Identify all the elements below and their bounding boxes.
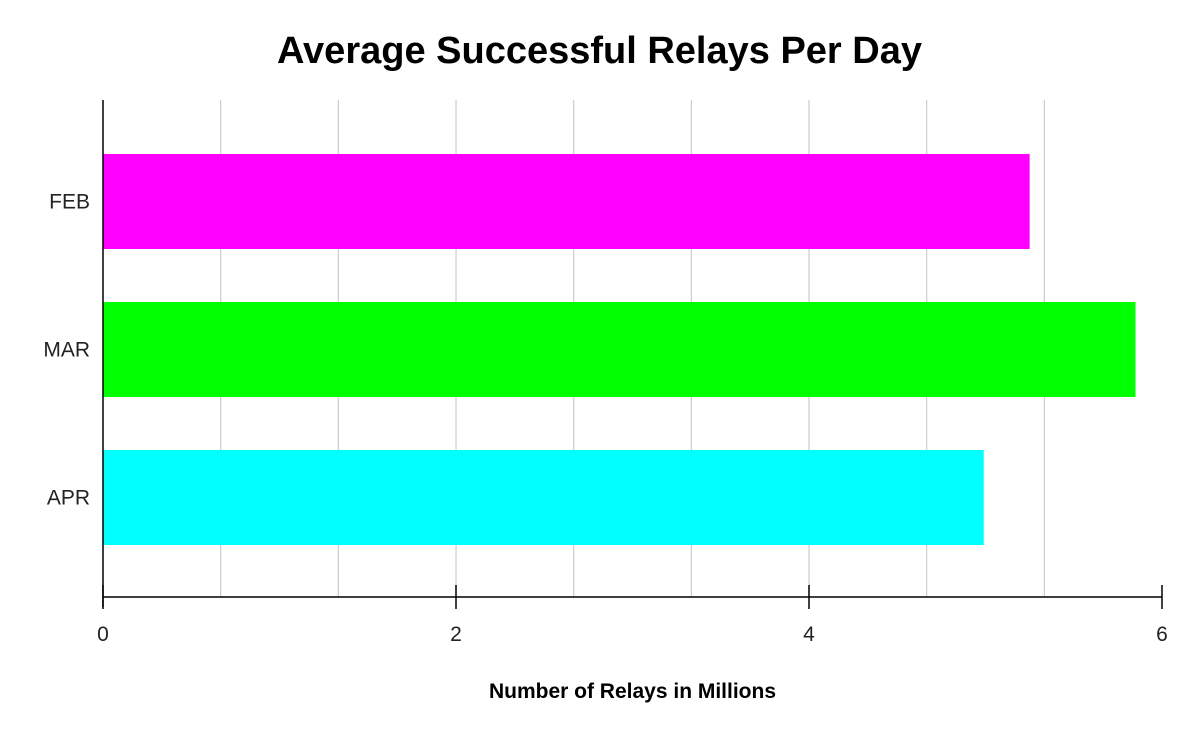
tick-labels: FEB MAR APR 0 2 4 6 — [43, 191, 1168, 647]
x-tick-label-4: 4 — [803, 623, 815, 646]
x-axis-title: Number of Relays in Millions — [488, 680, 777, 703]
bar-feb — [103, 154, 1030, 249]
y-tick-label-mar: MAR — [43, 339, 90, 362]
bar-apr — [103, 450, 984, 545]
axes — [102, 100, 1163, 609]
chart-title: Average Successful Relays Per Day — [277, 30, 922, 72]
y-tick-label-feb: FEB — [49, 191, 90, 214]
bar-mar — [103, 302, 1136, 397]
x-tick-label-6: 6 — [1156, 623, 1168, 646]
x-tick-label-2: 2 — [450, 623, 462, 646]
x-tick-label-0: 0 — [97, 623, 109, 646]
bars — [103, 154, 1136, 545]
y-tick-label-apr: APR — [47, 487, 90, 510]
